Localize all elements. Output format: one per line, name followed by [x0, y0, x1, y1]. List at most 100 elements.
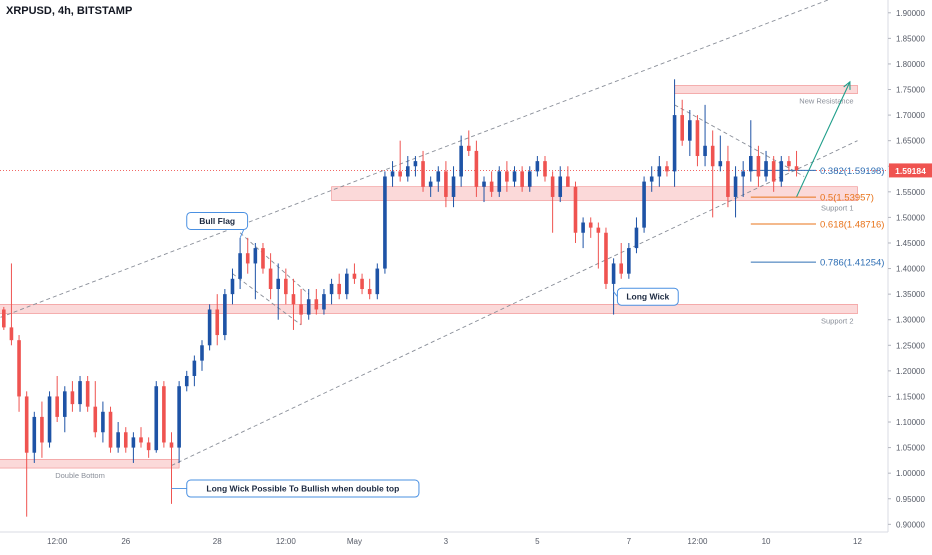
candle-body	[70, 391, 75, 405]
candle-body	[581, 222, 585, 233]
candle-body	[588, 222, 593, 228]
candle-body	[383, 176, 387, 269]
candle-body	[634, 227, 639, 249]
candle-body	[657, 166, 662, 177]
candle-body	[520, 171, 524, 187]
candle	[672, 79, 677, 187]
time-tick-label: 5	[535, 537, 540, 546]
candle	[78, 375, 82, 412]
callout-long-wick: Long Wick	[613, 287, 679, 306]
zone-label-new-resistance: New Resistance	[799, 97, 853, 106]
callout-bull-flag: Bull Flag	[186, 211, 249, 239]
current-price-badge-label: 1.59184	[895, 166, 926, 176]
candle	[535, 156, 540, 177]
candle	[413, 156, 418, 177]
candle	[543, 156, 547, 182]
candle-body	[116, 432, 120, 448]
candle-body	[169, 442, 174, 448]
bullish-arrow-head	[843, 80, 851, 90]
candle	[527, 166, 532, 192]
candle	[619, 242, 624, 279]
candle-body	[741, 171, 745, 177]
candle-body	[253, 248, 258, 264]
candle-body	[367, 289, 372, 295]
candle	[756, 145, 761, 187]
candle	[284, 268, 288, 305]
price-tick-label: 1.85000	[896, 34, 925, 43]
candle	[611, 258, 616, 315]
candle	[207, 304, 212, 351]
price-tick-label: 1.00000	[896, 469, 925, 478]
time-tick-label: 10	[762, 537, 771, 546]
candle	[192, 355, 197, 387]
candle	[85, 375, 90, 412]
fib-layer: 0.382(1.59198) 0.5(1.53957) 0.618(1.48716)…	[750, 166, 884, 269]
callout-text: Bull Flag	[199, 216, 235, 226]
candle	[24, 391, 29, 517]
time-tick-label: 12:00	[47, 537, 68, 546]
candle-body	[314, 299, 319, 310]
candle-body	[123, 432, 128, 448]
candle	[573, 181, 578, 243]
price-tick-label: 1.80000	[896, 60, 925, 69]
candle	[177, 381, 181, 463]
candle	[787, 156, 791, 172]
candle	[405, 156, 410, 182]
candle-body	[779, 161, 784, 182]
candle	[779, 156, 784, 187]
candle-body	[329, 283, 334, 295]
current-price-badge-bg	[889, 163, 932, 178]
fib-label-0: 0.382(1.59198)	[820, 166, 884, 177]
callout-text: Long Wick	[626, 292, 669, 302]
callout-box	[186, 479, 420, 498]
candle	[390, 161, 395, 187]
candle	[566, 166, 570, 187]
candle-body	[207, 309, 212, 346]
candle-body	[268, 268, 273, 290]
candle-body	[482, 181, 486, 187]
candle-body	[543, 161, 547, 177]
candle	[268, 253, 273, 300]
candle-body	[162, 386, 166, 443]
candle	[505, 161, 509, 192]
zone-new-resistance	[674, 85, 858, 94]
candle	[93, 381, 98, 438]
candle	[70, 381, 75, 412]
price-tick-label: 1.40000	[896, 265, 925, 274]
candle	[184, 370, 189, 392]
candle-body	[512, 171, 517, 182]
candle-body	[505, 171, 509, 182]
candle	[596, 222, 601, 269]
candle-body	[192, 360, 197, 376]
price-tick-label: 1.50000	[896, 213, 925, 222]
candle-body	[284, 278, 288, 295]
candle-body	[32, 416, 37, 453]
candle-body	[337, 283, 341, 295]
candle	[489, 171, 494, 197]
candle	[101, 401, 105, 443]
zone-support-1	[331, 186, 858, 201]
candle	[223, 289, 227, 341]
candle	[360, 273, 364, 295]
candle-body	[2, 309, 6, 328]
candle	[604, 227, 608, 290]
candle	[627, 242, 631, 279]
price-tick-label: 1.90000	[896, 9, 925, 18]
candle	[383, 171, 387, 274]
time-tick-label: May	[347, 537, 362, 546]
price-tick-label: 1.15000	[896, 392, 925, 401]
price-tick-label: 1.45000	[896, 239, 925, 248]
price-tick-label: 0.90000	[896, 520, 925, 529]
candle-body	[390, 171, 395, 177]
candle-body	[261, 248, 265, 269]
candle-body	[642, 181, 646, 228]
candle-body	[627, 248, 631, 274]
candle-body	[245, 253, 250, 264]
candle	[55, 375, 59, 423]
candle-body	[649, 176, 654, 182]
candle-body	[413, 161, 418, 167]
candle	[444, 161, 448, 208]
